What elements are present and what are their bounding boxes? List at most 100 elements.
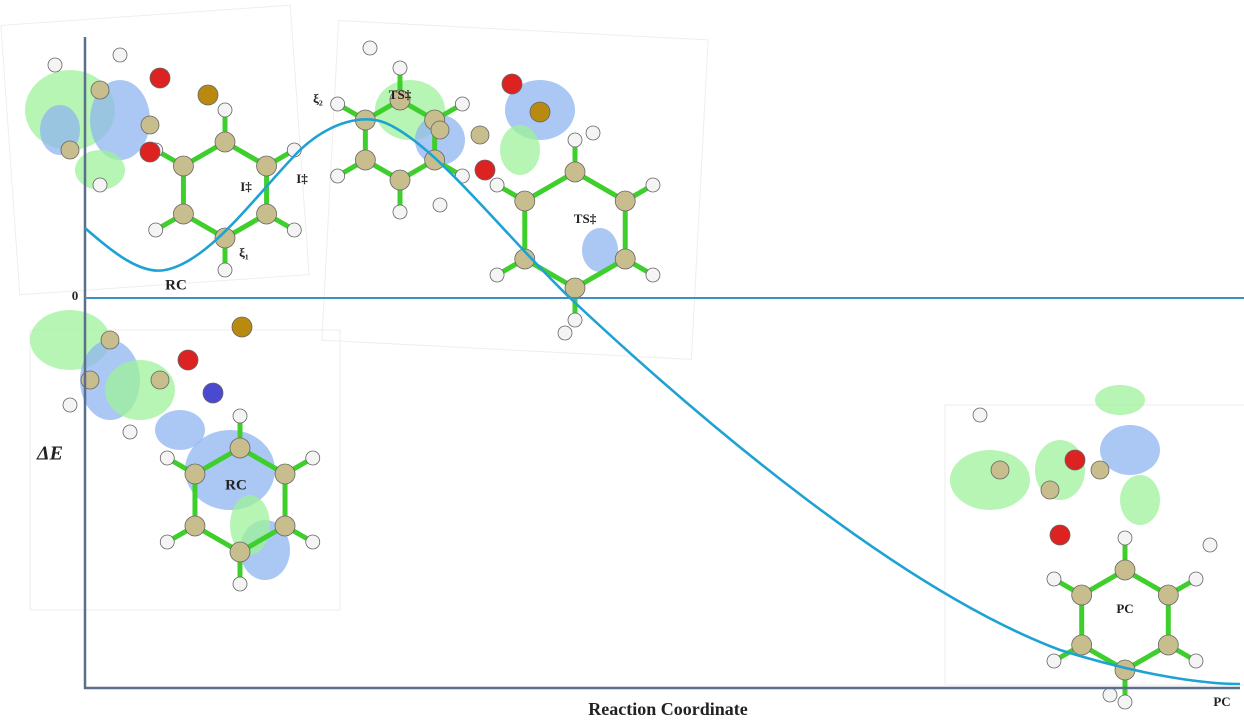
structure-label: RC (225, 477, 247, 493)
atom (198, 85, 218, 105)
atom (203, 383, 223, 403)
atom (615, 249, 635, 269)
atom (275, 516, 295, 536)
atom (568, 313, 582, 327)
atom (355, 150, 375, 170)
atom (1065, 450, 1085, 470)
atom (973, 408, 987, 422)
atom (123, 425, 137, 439)
atom (1072, 635, 1092, 655)
atom (1103, 688, 1117, 702)
structure-label: TS‡ (389, 87, 412, 102)
atom (1047, 572, 1061, 586)
atom (185, 464, 205, 484)
atom (1203, 538, 1217, 552)
atom (257, 156, 277, 176)
atom (490, 178, 504, 192)
atom (233, 577, 247, 591)
reaction-profile-diagram: ΔE 0 Reaction Coordinate PC RC ξ₁ ξ₂ I‡ … (0, 0, 1244, 723)
atom (113, 48, 127, 62)
atom (93, 178, 107, 192)
atom (646, 178, 660, 192)
atom (1118, 531, 1132, 545)
structure-frame (945, 405, 1244, 685)
x-axis-label: Reaction Coordinate (588, 699, 747, 719)
orbital-lobe (950, 450, 1030, 510)
atom (230, 438, 250, 458)
atom (1072, 585, 1092, 605)
atom (433, 198, 447, 212)
atom (568, 133, 582, 147)
y-axis-label: ΔE (36, 443, 63, 465)
atom (1041, 481, 1059, 499)
atom (390, 170, 410, 190)
atom (490, 268, 504, 282)
energy-curve (85, 119, 1240, 684)
atom (233, 409, 247, 423)
atom (141, 116, 159, 134)
atom (331, 169, 345, 183)
atom (646, 268, 660, 282)
atom (475, 160, 495, 180)
orbital-lobe (1095, 385, 1145, 415)
atom (151, 371, 169, 389)
atom (218, 103, 232, 117)
atom (1047, 654, 1061, 668)
atom (230, 542, 250, 562)
atom (140, 142, 160, 162)
orbital-lobe (500, 125, 540, 175)
atom (1158, 585, 1178, 605)
atom (160, 535, 174, 549)
atom (287, 223, 301, 237)
atom (1118, 695, 1132, 709)
atom (1158, 635, 1178, 655)
atom (565, 162, 585, 182)
atom (173, 156, 193, 176)
orbital-lobe (155, 410, 205, 450)
atom (331, 97, 345, 111)
atom (306, 535, 320, 549)
curve-label: ξ₁ (239, 245, 249, 260)
atom (275, 464, 295, 484)
atom (48, 58, 62, 72)
end-label: PC (1213, 694, 1230, 709)
atom (149, 223, 163, 237)
atom (218, 263, 232, 277)
atom (150, 68, 170, 88)
atom (615, 191, 635, 211)
atom (558, 326, 572, 340)
atom (178, 350, 198, 370)
atom (173, 204, 193, 224)
orbital-lobe (105, 360, 175, 420)
atom (586, 126, 600, 140)
curve-label: ξ₂ (313, 91, 323, 106)
atom (63, 398, 77, 412)
atom (1091, 461, 1109, 479)
atom (215, 132, 235, 152)
atom (363, 41, 377, 55)
atom (61, 141, 79, 159)
structure-label: PC (1116, 601, 1133, 616)
atom (991, 461, 1009, 479)
atom (502, 74, 522, 94)
curve-label: RC (165, 277, 187, 293)
atom (1189, 572, 1203, 586)
curve-label: I‡ (240, 179, 252, 194)
atom (1115, 560, 1135, 580)
structure-label: TS‡ (574, 211, 597, 226)
atom (530, 102, 550, 122)
atom (306, 451, 320, 465)
atom (515, 191, 535, 211)
atom (455, 97, 469, 111)
atom (101, 331, 119, 349)
molecular-structures (1, 5, 1244, 709)
atom (81, 371, 99, 389)
atom (91, 81, 109, 99)
atom (471, 126, 489, 144)
orbital-lobe (1120, 475, 1160, 525)
atom (393, 61, 407, 75)
zero-label: 0 (72, 288, 79, 303)
curve-label: I‡ (296, 171, 308, 186)
atom (431, 121, 449, 139)
atom (232, 317, 252, 337)
